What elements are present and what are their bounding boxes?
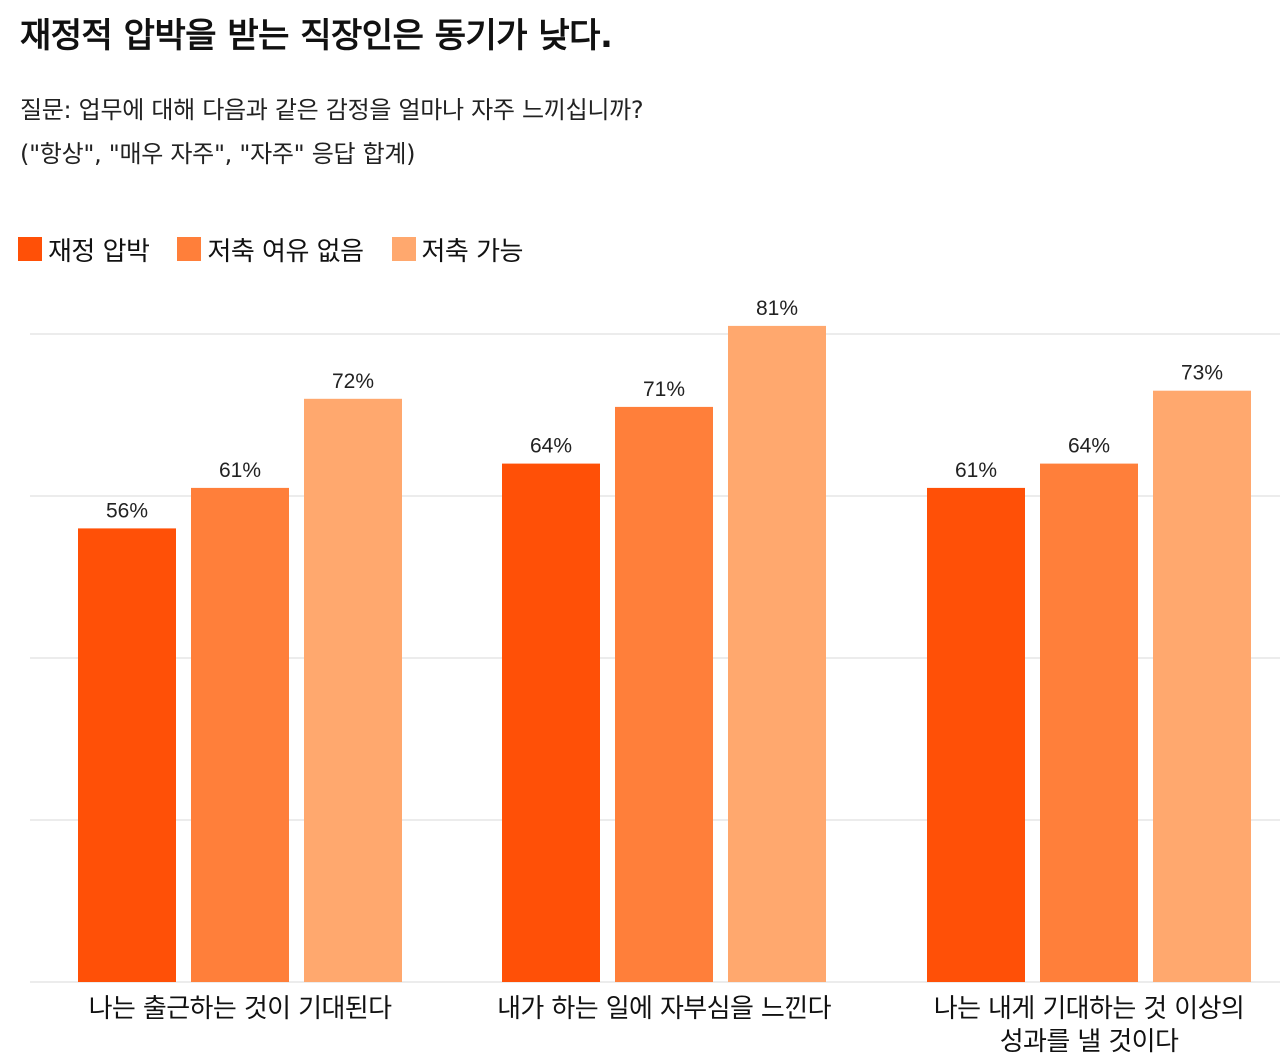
bar bbox=[728, 325, 826, 982]
bar bbox=[615, 406, 713, 982]
bar bbox=[1040, 463, 1138, 983]
legend-label-financial-pressure: 재정 압박 bbox=[48, 236, 150, 267]
legend-item-can-save: 저축 가능 bbox=[391, 231, 524, 268]
bar bbox=[927, 487, 1025, 982]
data-label: 56% bbox=[106, 499, 148, 522]
bar bbox=[78, 528, 176, 982]
data-label: 72% bbox=[332, 370, 374, 393]
category-label: 나는 출근하는 것이 기대된다 bbox=[89, 994, 393, 1024]
category-label: 내가 하는 일에 자부심을 느낀다 bbox=[497, 994, 831, 1024]
data-label: 61% bbox=[955, 459, 997, 482]
legend-swatch-no-savings bbox=[177, 237, 202, 261]
chart-title: 재정적 압박을 받는 직장인은 동기가 낮다. bbox=[20, 16, 613, 56]
bar bbox=[502, 463, 600, 983]
legend-item-financial-pressure: 재정 압박 bbox=[18, 231, 150, 268]
legend-item-no-savings: 저축 여유 없음 bbox=[177, 231, 364, 268]
legend-swatch-can-save bbox=[391, 237, 416, 261]
category-label: 성과를 낼 것이다 bbox=[1000, 1027, 1179, 1057]
legend-label-can-save: 저축 가능 bbox=[421, 236, 524, 267]
legend-swatch-financial-pressure bbox=[18, 237, 42, 261]
category-label: 나는 내게 기대하는 것 이상의 bbox=[934, 994, 1245, 1024]
legend-label-no-savings: 저축 여유 없음 bbox=[207, 236, 364, 267]
data-label: 73% bbox=[1181, 362, 1223, 385]
question-text: 질문: 업무에 대해 다음과 같은 감정을 얼마나 자주 느끼십니까? bbox=[20, 96, 644, 124]
data-label: 71% bbox=[643, 378, 685, 401]
bar-chart: 56% 64% 61% 61% 71% 64% 72% 81% 73% 나는 출근하는 것이 기대… bbox=[30, 297, 1280, 1057]
data-label: 64% bbox=[1068, 435, 1110, 458]
bar bbox=[191, 487, 289, 982]
data-label: 81% bbox=[756, 297, 798, 320]
legend: 재정 압박 저축 여유 없음 저축 가능 bbox=[18, 226, 551, 272]
bar bbox=[1153, 390, 1251, 982]
data-label: 64% bbox=[530, 435, 572, 458]
data-label: 61% bbox=[219, 459, 261, 482]
response-note: ("항상", "매우 자주", "자주" 응답 합계) bbox=[20, 140, 416, 168]
bar bbox=[304, 398, 402, 982]
